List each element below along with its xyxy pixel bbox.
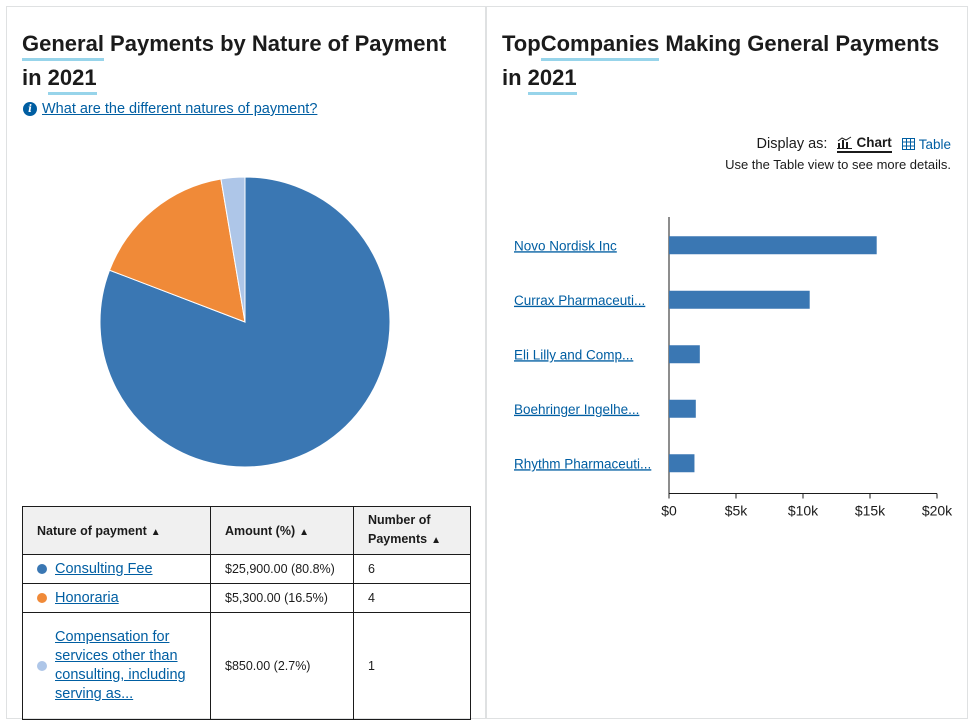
title-underlined-word: General — [22, 30, 104, 61]
x-tick-label: $15k — [855, 503, 886, 519]
col-header-nature[interactable]: Nature of payment ▲︎ — [22, 506, 211, 555]
row-count: 6 — [353, 554, 471, 584]
company-bar[interactable] — [669, 399, 696, 418]
row-link-honoraria[interactable]: Honoraria — [55, 589, 119, 606]
nature-of-payment-panel: General Payments by Nature of Payment in… — [6, 6, 486, 720]
nature-panel-title: General Payments by Nature of Payment in… — [22, 27, 462, 95]
table-row: Compensation for services other than con… — [22, 612, 471, 720]
company-bar[interactable] — [669, 345, 700, 364]
title-year: 2021 — [47, 64, 97, 95]
natures-help-link[interactable]: i What are the different natures of paym… — [23, 101, 317, 117]
title-underlined-word: Companies — [540, 30, 660, 61]
sort-icon[interactable]: ▲︎ — [299, 526, 310, 538]
nature-table: Nature of payment ▲︎ Amount (%) ▲︎ Number … — [22, 506, 471, 720]
legend-dot-consulting — [37, 564, 47, 574]
chart-view-option[interactable]: Chart — [837, 135, 892, 153]
pie-slice-2[interactable] — [220, 176, 246, 323]
table-row: Honoraria $5,300.00 (16.5%) 4 — [22, 583, 471, 613]
top-companies-bar-chart: Novo Nordisk Inc Currax Pharmaceuti... Eli… — [514, 217, 953, 519]
company-bar[interactable] — [669, 290, 810, 309]
table-row: Consulting Fee $25,900.00 (80.8%) 6 — [22, 554, 471, 584]
row-count: 4 — [353, 583, 471, 613]
sort-icon[interactable]: ▲︎ — [150, 526, 161, 538]
row-count: 1 — [353, 612, 471, 720]
title-text: Top — [502, 31, 541, 56]
company-label-link[interactable]: Currax Pharmaceuti... — [514, 293, 645, 308]
x-tick-label: $0 — [661, 503, 677, 519]
company-label-link[interactable]: Eli Lilly and Comp... — [514, 347, 633, 362]
row-amount: $25,900.00 (80.8%) — [210, 554, 354, 584]
x-tick-label: $10k — [788, 503, 819, 519]
row-link-compensation[interactable]: Compensation for services other than con… — [55, 629, 186, 702]
col-header-count[interactable]: Number of Payments ▲︎ — [353, 506, 471, 555]
display-as-label: Display as: — [756, 136, 828, 152]
legend-dot-compensation — [37, 661, 47, 671]
row-amount: $5,300.00 (16.5%) — [210, 583, 354, 613]
bar-chart-icon — [837, 136, 853, 149]
row-amount: $850.00 (2.7%) — [210, 612, 354, 720]
top-companies-panel: Top Companies Making General Payments in… — [486, 6, 968, 719]
title-text: Making General Payments in — [502, 31, 940, 90]
company-bar[interactable] — [669, 236, 877, 255]
legend-dot-honoraria — [37, 593, 47, 603]
title-year: 2021 — [527, 64, 577, 95]
sort-icon[interactable]: ▲︎ — [431, 535, 441, 546]
companies-panel-title: Top Companies Making General Payments in… — [502, 27, 942, 95]
company-label-link[interactable]: Rhythm Pharmaceuti... — [514, 456, 651, 471]
pie-slice-1[interactable] — [108, 178, 246, 323]
company-label-link[interactable]: Novo Nordisk Inc — [514, 238, 617, 253]
help-link-text[interactable]: What are the different natures of paymen… — [42, 101, 318, 117]
display-as-toggle: Display as: Chart Table — [757, 135, 951, 153]
nature-pie-chart — [99, 176, 391, 468]
x-tick-label: $20k — [922, 503, 953, 519]
x-tick-label: $5k — [725, 503, 749, 519]
table-icon — [901, 138, 915, 150]
row-link-consulting-fee[interactable]: Consulting Fee — [55, 560, 153, 577]
col-header-amount[interactable]: Amount (%) ▲︎ — [210, 506, 354, 555]
company-label-link[interactable]: Boehringer Ingelhe... — [514, 402, 639, 417]
table-view-hint: Use the Table view to see more details. — [725, 157, 951, 172]
table-view-option[interactable]: Table — [901, 137, 951, 152]
title-text: Payments by Nature of Payment in — [22, 31, 447, 90]
company-bar[interactable] — [669, 454, 695, 473]
info-icon: i — [23, 102, 37, 116]
